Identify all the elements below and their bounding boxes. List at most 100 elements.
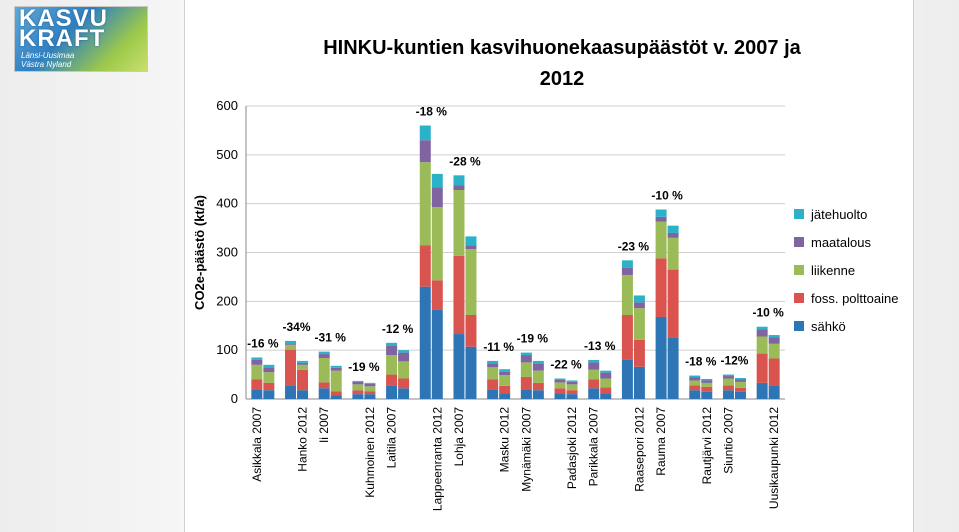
bar-segment xyxy=(499,375,511,386)
bar-segment xyxy=(251,379,263,390)
bar-segment xyxy=(689,385,701,391)
change-annotation: -18 % xyxy=(416,105,448,119)
bar-segment xyxy=(566,394,578,399)
bar-segment xyxy=(600,378,612,388)
bar-segment xyxy=(667,232,679,238)
logo-line-2: KRAFT xyxy=(19,25,106,52)
bar-segment xyxy=(655,209,667,217)
bar-segment xyxy=(667,225,679,233)
bar-segment xyxy=(722,374,734,377)
legend-swatch xyxy=(794,237,804,247)
bar-segment xyxy=(633,366,645,399)
logo-line-4: Västra Nyland xyxy=(21,60,72,69)
bar-segment xyxy=(398,378,410,389)
bar-segment xyxy=(465,346,477,399)
bar-segment xyxy=(756,353,768,383)
bar-segment xyxy=(487,363,499,368)
x-tick-label: Masku 2012 xyxy=(498,407,512,473)
y-tick-label: 300 xyxy=(216,245,238,260)
bar-segment xyxy=(263,364,275,368)
bar-segment xyxy=(398,352,410,362)
chart-title-line: HINKU-kuntien kasvihuonekaasupäästöt v. … xyxy=(323,37,801,59)
bar-segment xyxy=(655,258,667,317)
bar-segment xyxy=(722,385,734,391)
bar-segment xyxy=(520,355,532,363)
bar-segment xyxy=(499,385,511,394)
x-tick-label: Lappeenranta 2012 xyxy=(430,407,444,511)
bar-segment xyxy=(566,390,578,395)
legend-label: maatalous xyxy=(811,235,871,250)
bar-segment xyxy=(251,359,263,365)
bar-segment xyxy=(419,162,431,246)
bar-segment xyxy=(667,269,679,338)
bar-segment xyxy=(263,382,275,391)
bar-segment xyxy=(689,390,701,399)
bar-segment xyxy=(701,382,713,387)
chart-panel: HINKU-kuntien kasvihuonekaasupäästöt v. … xyxy=(184,0,914,532)
bar-segment xyxy=(398,350,410,353)
bar-segment xyxy=(734,381,746,388)
bar-segment xyxy=(487,379,499,390)
bar-segment xyxy=(532,363,544,371)
legend-label: jätehuolto xyxy=(810,207,867,222)
x-tick-label: Ii 2007 xyxy=(317,407,331,443)
change-annotation: -28 % xyxy=(449,154,481,168)
change-annotation: -19 % xyxy=(348,360,380,374)
bar-segment xyxy=(520,377,532,390)
bar-segment xyxy=(621,315,633,360)
bar-segment xyxy=(520,389,532,399)
bar-segment xyxy=(756,382,768,399)
bar-segment xyxy=(453,185,465,190)
bar-segment xyxy=(566,384,578,391)
chart-title-line: 2012 xyxy=(540,68,585,90)
y-tick-label: 600 xyxy=(216,98,238,113)
bar-segment xyxy=(532,390,544,399)
y-axis-label: CO2e-päästö (kt/a) xyxy=(192,195,207,310)
bar-segment xyxy=(318,354,330,358)
bar-segment xyxy=(364,386,376,392)
bar-segment xyxy=(453,334,465,399)
logo-line-1: KASVU xyxy=(19,6,109,32)
x-tick-label: Siuntio 2007 xyxy=(721,407,735,474)
bar-segment xyxy=(520,352,532,356)
legend-swatch xyxy=(794,293,804,303)
bar-segment xyxy=(532,370,544,383)
change-annotation: -11 % xyxy=(483,340,514,354)
legend-label: liikenne xyxy=(811,263,855,278)
bar-segment xyxy=(465,249,477,316)
bar-segment xyxy=(352,390,364,395)
bar-segment xyxy=(330,395,342,399)
bar-segment xyxy=(352,384,364,391)
bar-segment xyxy=(621,267,633,275)
bar-segment xyxy=(600,393,612,399)
bar-segment xyxy=(532,360,544,364)
bar-segment xyxy=(768,337,780,344)
x-tick-label: Hanko 2012 xyxy=(296,407,310,472)
bar-segment xyxy=(297,390,309,399)
bar-segment xyxy=(734,391,746,399)
change-annotation: -16 % xyxy=(247,336,279,350)
bar-segment xyxy=(318,357,330,383)
bar-segment xyxy=(251,357,263,360)
bar-segment xyxy=(588,359,600,363)
bar-segment xyxy=(352,381,364,385)
bar-segment xyxy=(364,391,376,395)
bar-segment xyxy=(633,302,645,309)
bar-segment xyxy=(297,362,309,365)
x-tick-label: Lohja 2007 xyxy=(452,407,466,467)
bar-segment xyxy=(431,173,443,188)
bar-segment xyxy=(667,337,679,399)
bar-segment xyxy=(364,382,376,384)
bar-segment xyxy=(352,380,364,382)
bar-segment xyxy=(386,385,398,399)
bar-segment xyxy=(655,316,667,399)
legend-swatch xyxy=(794,321,804,331)
bar-segment xyxy=(465,245,477,250)
bar-segment xyxy=(285,340,297,344)
bar-segment xyxy=(285,344,297,350)
bar-segment xyxy=(701,380,713,383)
bar-segment xyxy=(756,336,768,354)
bar-segment xyxy=(621,274,633,316)
x-tick-label: Rauma 2007 xyxy=(654,407,668,476)
bar-segment xyxy=(722,390,734,399)
